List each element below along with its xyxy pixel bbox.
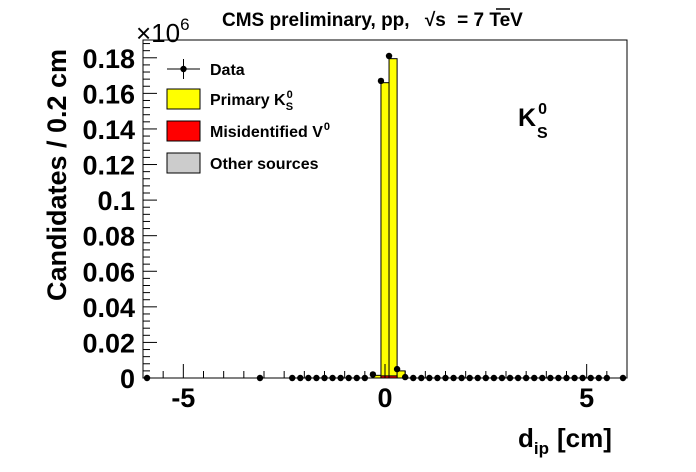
legend-swatch-misid [166, 120, 201, 142]
y-axis-label: Candidates / 0.2 cm [42, 49, 72, 301]
data-point [256, 374, 264, 382]
x-tick-label: 0 [377, 383, 392, 413]
data-point [458, 374, 465, 382]
data-point [563, 374, 570, 382]
y-tick-label: 0.1 [97, 186, 135, 216]
x-tick-label: -5 [171, 383, 195, 413]
data-point [522, 374, 530, 382]
data-point [393, 365, 401, 373]
data-point [361, 374, 369, 382]
data-point [555, 374, 562, 382]
data-point [490, 374, 498, 382]
data-point [345, 374, 352, 382]
data-point [547, 374, 554, 382]
y-axis: 0 0.02 0.04 0.06 0.08 0.1 0.12 0.14 0.16 0.18 [82, 43, 157, 394]
data-points [143, 52, 627, 382]
x-axis: -5 0 5 [142, 364, 628, 413]
data-point [434, 374, 441, 382]
svg-text:Primary K0S: Primary K0 S [210, 89, 293, 113]
legend-item-data: Data [167, 59, 245, 79]
data-point [369, 371, 377, 378]
legend-swatch-primary [166, 88, 201, 110]
data-point [410, 374, 417, 382]
sqrt-sign: √ [425, 10, 436, 31]
data-point [289, 374, 296, 382]
data-point [385, 52, 393, 60]
y-tick-label: 0.16 [82, 79, 135, 109]
data-point [450, 374, 457, 382]
data-point [337, 374, 344, 382]
svg-text:Misidentified V0: Misidentified V0 [210, 121, 330, 141]
data-point [377, 77, 385, 85]
data-point [595, 374, 602, 382]
x-tick-label: 5 [579, 383, 594, 413]
data-point [619, 374, 627, 382]
y-tick-label: 0.08 [82, 222, 135, 252]
data-point [353, 374, 360, 382]
data-point [442, 374, 449, 382]
y-tick-label: 0.18 [82, 44, 135, 74]
y-tick-label: 0.12 [82, 151, 135, 181]
data-point [474, 374, 481, 382]
legend-swatch-other [166, 152, 201, 174]
data-point [506, 374, 514, 382]
data-point [143, 374, 151, 382]
data-point [498, 374, 506, 382]
data-point [305, 374, 312, 382]
legend-item-primary: Primary K0 S [166, 88, 293, 113]
x-axis-label: dip [cm] [518, 423, 612, 458]
legend: Data Primary K0 S Misidentified V0 Other … [166, 59, 330, 174]
legend-item-misid: Misidentified V0 [166, 120, 330, 142]
data-point [466, 374, 473, 382]
sqrt-s: s [435, 10, 446, 31]
svg-text:Data: Data [210, 62, 245, 79]
data-point [571, 374, 578, 382]
data-point [587, 374, 594, 382]
y-tick-label: 0 [120, 364, 135, 394]
data-point [514, 374, 522, 382]
data-point [418, 374, 425, 382]
data-point [313, 374, 320, 382]
y-tick-label: 0.02 [82, 328, 135, 358]
y-tick-label: 0.14 [82, 115, 135, 145]
data-point [539, 374, 546, 382]
data-point [579, 374, 586, 382]
data-point [426, 374, 433, 382]
data-point [531, 374, 538, 382]
chart-title: CMS preliminary, pp, √s = 7 TeV [222, 10, 523, 31]
bar-primary-2 [388, 58, 398, 379]
data-point [329, 374, 336, 382]
svg-text:Other sources: Other sources [210, 156, 319, 173]
data-point [482, 374, 490, 382]
bar-misid-1 [388, 375, 398, 379]
bar-primary-1 [380, 82, 390, 379]
data-point [401, 373, 409, 381]
data-point [603, 374, 611, 382]
data-point [297, 374, 304, 382]
y-tick-label: 0.04 [82, 293, 135, 323]
legend-item-other: Other sources [166, 152, 319, 174]
y-tick-label: 0.06 [82, 257, 135, 287]
data-point [321, 374, 328, 382]
